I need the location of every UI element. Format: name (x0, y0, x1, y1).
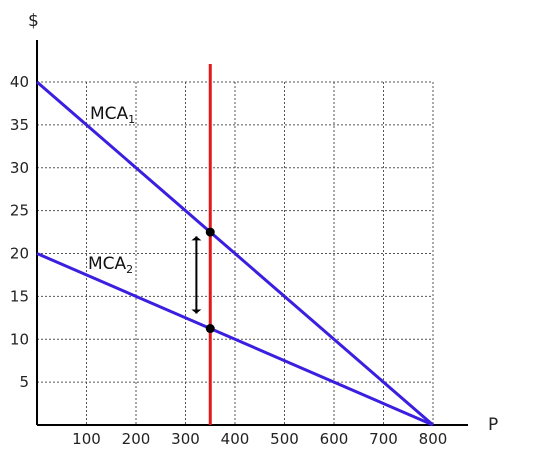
y-axis-label: $ (28, 11, 39, 31)
y-tick-label: 10 (10, 330, 29, 348)
x-tick-label: 600 (320, 430, 349, 448)
interval-bar-top-cap (191, 236, 202, 241)
x-tick-label: 800 (419, 430, 448, 448)
axes (36, 40, 468, 426)
series-label-2: MCA2 (88, 254, 133, 276)
x-tick-label: 700 (369, 430, 398, 448)
x-tick-label: 400 (221, 430, 250, 448)
y-tick-label: 25 (10, 202, 29, 220)
y-tick-label: 40 (10, 73, 29, 91)
marks-group (191, 227, 215, 334)
grid (37, 81, 434, 425)
y-tick-label: 15 (10, 287, 29, 305)
x-tick-label: 500 (270, 430, 299, 448)
y-tick-label: 35 (10, 116, 29, 134)
y-tick-label: 5 (19, 373, 29, 391)
interval-bar-bottom-cap (191, 309, 202, 314)
x-tick-label: 300 (171, 430, 200, 448)
series-label-1: MCA1 (90, 104, 135, 126)
series-line-2 (36, 252, 434, 427)
series-line-1 (36, 80, 434, 427)
x-tick-label: 100 (72, 430, 101, 448)
x-axis-label: P (488, 415, 498, 435)
series-group: MCA1 MCA2 (36, 80, 434, 427)
y-tick-label: 20 (10, 245, 29, 263)
x-tick-label: 200 (122, 430, 151, 448)
tick-labels: 100 200 300 400 500 600 700 800 5 10 15 20 25 30 35 40 (10, 73, 447, 448)
intersection-point (205, 227, 215, 237)
intersection-point (205, 324, 215, 334)
y-tick-label: 30 (10, 159, 29, 177)
